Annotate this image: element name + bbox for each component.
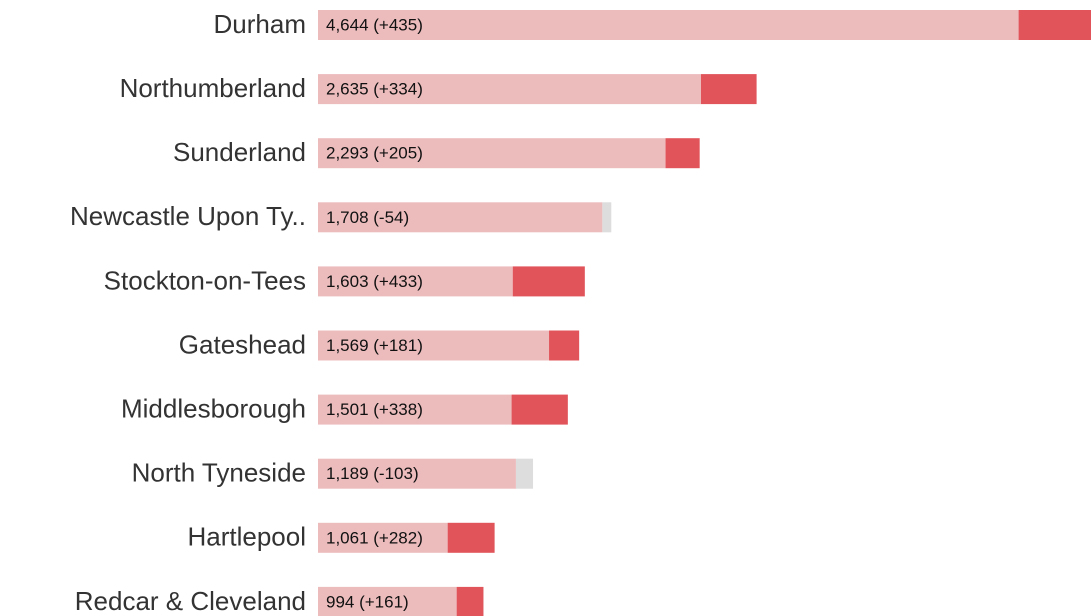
bar-increase (665, 138, 700, 169)
category-label: Newcastle Upon Ty.. (70, 201, 306, 231)
bar-decrease (602, 202, 612, 233)
bar-increase (447, 522, 495, 553)
category-label: Northumberland (120, 73, 306, 103)
bar-current (318, 458, 516, 489)
bar-previous (318, 522, 448, 553)
bar-increase (512, 266, 585, 297)
value-label: 1,569 (+181) (326, 336, 423, 355)
value-label: 1,061 (+282) (326, 528, 423, 547)
bar-previous (318, 138, 666, 169)
bar-increase (1018, 10, 1091, 40)
category-label: Hartlepool (187, 522, 306, 552)
bar-previous (318, 74, 702, 105)
value-label: 4,644 (+435) (326, 15, 423, 34)
bar-increase (549, 330, 580, 361)
bar-increase (456, 586, 484, 616)
bar-previous (318, 330, 550, 361)
value-label: 1,189 (-103) (326, 464, 419, 483)
value-label: 1,708 (-54) (326, 208, 409, 227)
value-label: 1,501 (+338) (326, 400, 423, 419)
category-label: Durham (214, 9, 306, 39)
bar-increase (701, 74, 757, 105)
category-label: North Tyneside (132, 458, 306, 488)
bar-previous (318, 394, 512, 425)
value-label: 1,603 (+433) (326, 272, 423, 291)
category-label: Gateshead (179, 329, 306, 359)
value-label: 994 (+161) (326, 592, 409, 611)
bar-decrease (515, 458, 534, 489)
category-label: Middlesborough (121, 393, 306, 423)
category-label: Sunderland (173, 137, 306, 167)
value-label: 2,293 (+205) (326, 144, 423, 163)
bar-previous (318, 586, 457, 616)
bar-increase (511, 394, 568, 425)
category-label: Stockton-on-Tees (104, 265, 306, 295)
category-label: Redcar & Cleveland (75, 586, 306, 616)
bar-current (318, 202, 603, 233)
value-label: 2,635 (+334) (326, 80, 423, 99)
bar-previous (318, 10, 1019, 40)
bar-previous (318, 266, 513, 297)
